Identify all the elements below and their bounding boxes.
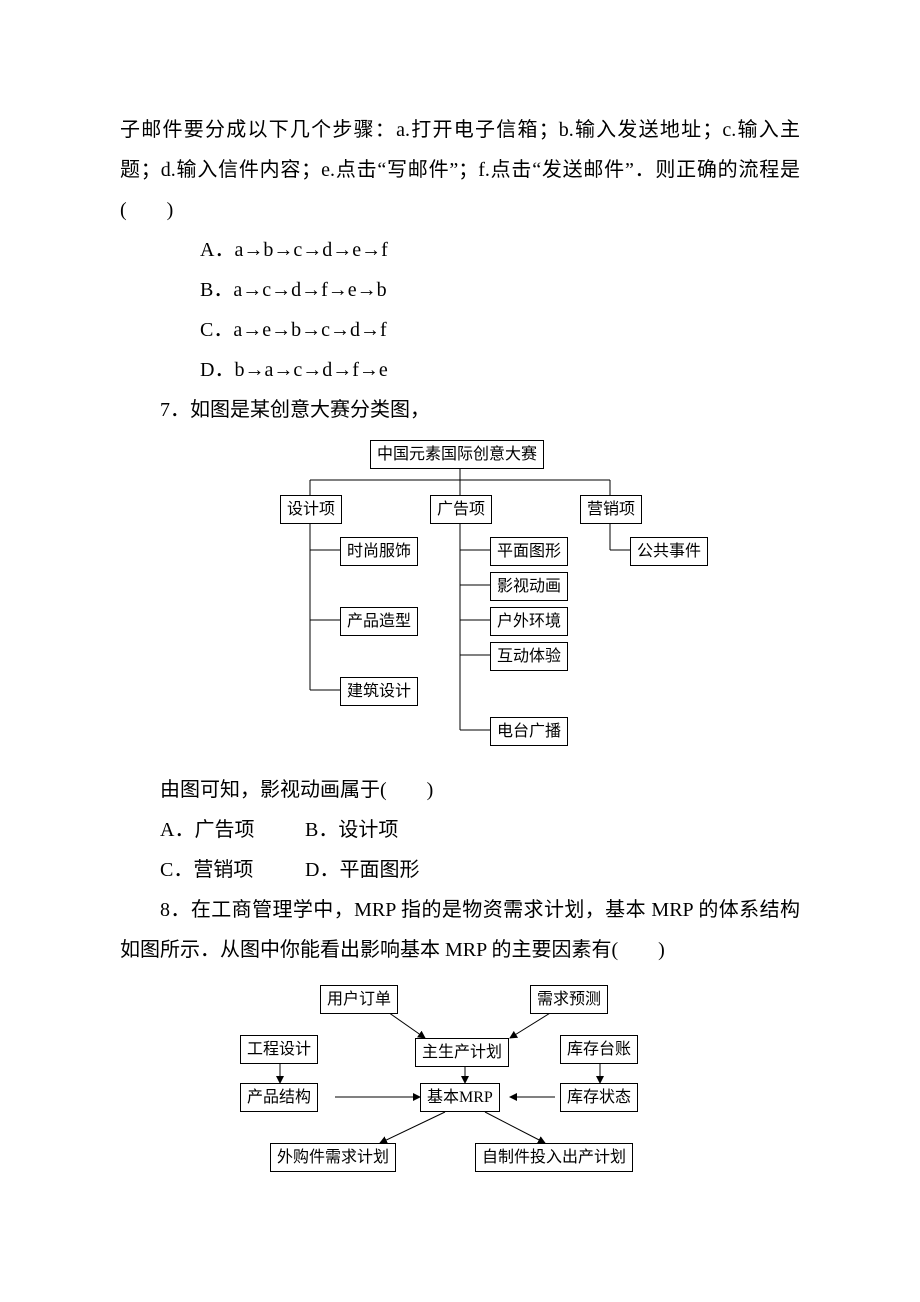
q7-after: 由图可知，影视动画属于( ) — [120, 770, 800, 810]
q7-opt-d: D．平面图形 — [305, 850, 445, 890]
document-page: 子邮件要分成以下几个步骤：a.打开电子信箱；b.输入发送地址；c.输入主题；d.… — [0, 0, 920, 1302]
mrp-inv-status: 库存状态 — [560, 1083, 638, 1112]
q7-opt-b: B．设计项 — [305, 810, 445, 850]
tree-cat2-leaf-1: 影视动画 — [490, 572, 568, 601]
q6-opt-c: C．a→e→b→c→d→f — [200, 310, 800, 350]
mrp-purchase-plan: 外购件需求计划 — [270, 1143, 396, 1172]
q7-row-cd: C．营销项 D．平面图形 — [120, 850, 800, 890]
tree-cat2-leaf-4: 电台广播 — [490, 717, 568, 746]
mrp-user-order: 用户订单 — [320, 985, 398, 1014]
q6-opt-d: D．b→a→c→d→f→e — [200, 350, 800, 390]
q7-row-ab: A．广告项 B．设计项 — [120, 810, 800, 850]
q7-opt-a: A．广告项 — [160, 810, 300, 850]
tree-cat1: 设计项 — [280, 495, 342, 524]
mrp-master-plan: 主生产计划 — [415, 1038, 509, 1067]
tree-diagram: 中国元素国际创意大赛 设计项 广告项 营销项 时尚服饰 产品造型 建筑设计 平面… — [120, 440, 800, 760]
q7-stem: 7．如图是某创意大赛分类图， — [120, 390, 800, 430]
tree-cat1-leaf-2: 建筑设计 — [340, 677, 418, 706]
mrp-self-plan: 自制件投入出产计划 — [475, 1143, 633, 1172]
q6-options: A．a→b→c→d→e→f B．a→c→d→f→e→b C．a→e→b→c→d→… — [120, 230, 800, 390]
tree-connectors — [210, 440, 710, 760]
mrp-diagram: 用户订单 需求预测 工程设计 主生产计划 库存台账 产品结构 基本MRP 库存状… — [120, 980, 800, 1190]
mrp-inv-ledger: 库存台账 — [560, 1035, 638, 1064]
tree-cat2-leaf-2: 户外环境 — [490, 607, 568, 636]
mrp-base-mrp: 基本MRP — [420, 1083, 500, 1112]
q7-opt-c: C．营销项 — [160, 850, 300, 890]
tree-cat1-leaf-0: 时尚服饰 — [340, 537, 418, 566]
mrp-prod-struct: 产品结构 — [240, 1083, 318, 1112]
tree-cat2-leaf-3: 互动体验 — [490, 642, 568, 671]
mrp-eng-design: 工程设计 — [240, 1035, 318, 1064]
mrp-demand-forecast: 需求预测 — [530, 985, 608, 1014]
tree-cat3: 营销项 — [580, 495, 642, 524]
q6-opt-a: A．a→b→c→d→e→f — [200, 230, 800, 270]
tree-cat2-leaf-0: 平面图形 — [490, 537, 568, 566]
tree-root: 中国元素国际创意大赛 — [370, 440, 544, 469]
tree-cat3-leaf-0: 公共事件 — [630, 537, 708, 566]
q6-intro: 子邮件要分成以下几个步骤：a.打开电子信箱；b.输入发送地址；c.输入主题；d.… — [120, 110, 800, 230]
tree-cat1-leaf-1: 产品造型 — [340, 607, 418, 636]
q6-opt-b: B．a→c→d→f→e→b — [200, 270, 800, 310]
tree-cat2: 广告项 — [430, 495, 492, 524]
q8-stem: 8．在工商管理学中，MRP 指的是物资需求计划，基本 MRP 的体系结构如图所示… — [120, 890, 800, 970]
